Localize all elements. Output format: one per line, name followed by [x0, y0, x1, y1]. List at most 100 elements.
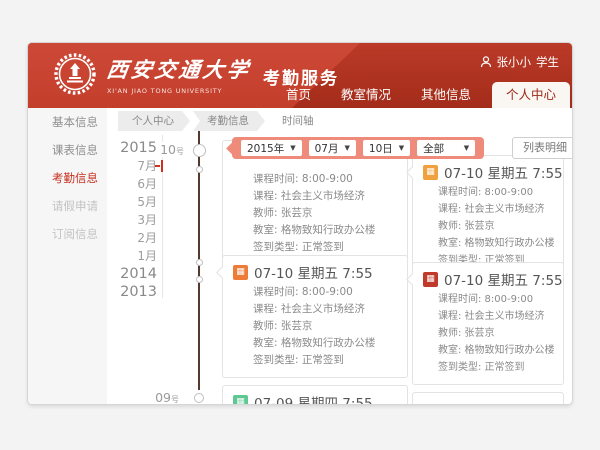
card-field: 教师: 张芸京 [438, 328, 495, 339]
chevron-down-icon: ▼ [398, 144, 405, 152]
current-month-marker-dash [155, 165, 160, 167]
user-menu[interactable]: 张小小 学生 [480, 54, 559, 70]
attendance-card[interactable]: ▦ 07-10 星期五 7:55 课程时间: 8:00-9:00 课程: 社会主义… [412, 262, 564, 385]
chevron-down-icon: ▼ [463, 144, 470, 152]
card-field: 课程时间: 8:00-9:00 [438, 294, 534, 305]
list-detail-button[interactable]: 列表明细 [512, 137, 572, 159]
year-dropdown-value: 2015年 [247, 142, 285, 155]
sidebar-item-schedule-info[interactable]: 课表信息 [52, 143, 98, 157]
card-field: 课程时间: 8:00-9:00 [253, 173, 353, 185]
breadcrumb-timeline[interactable]: 时间轴 [268, 111, 330, 131]
card-field: 教室: 格物致知行政办公楼 [253, 224, 376, 236]
calendar-grid-icon: ▦ [233, 394, 248, 404]
app-header: 西安交通大学 XI'AN JIAO TONG UNIVERSITY 考勤服务 张… [28, 43, 572, 108]
timeline-node [196, 259, 203, 266]
sidebar-item-subscription-info[interactable]: 订阅信息 [52, 227, 98, 241]
card-field: 课程: 社会主义市场经济 [253, 190, 365, 202]
card-title: ▦ 07-09 星期四 7:55 [233, 392, 397, 404]
user-name: 张小小 [496, 55, 532, 69]
card-field: 课程: 社会主义市场经济 [253, 303, 365, 315]
attendance-card[interactable]: ▦ 07-10 星期五 7:55 课程时间: 8:00-9:00 课程: 社会主义… [412, 155, 564, 278]
card-fields: 课程时间: 8:00-9:00 课程: 社会主义市场经济 教师: 张芸京教室: 格物… [423, 184, 555, 269]
card-field: 教师: 张芸京 [253, 320, 313, 332]
app-window: 西安交通大学 XI'AN JIAO TONG UNIVERSITY 考勤服务 张… [28, 43, 572, 404]
card-field: 课程时间: 8:00-9:00 [253, 286, 353, 298]
card-fields: 课程时间: 8:00-9:00 课程: 社会主义市场经济 教师: 张芸京教室: 格物… [423, 291, 555, 376]
card-field: 教室: 格物致知行政办公楼 [438, 345, 555, 356]
attendance-card[interactable]: ▦ 07-09 星期四 7:55 [222, 385, 408, 404]
card-field: 课程: 社会主义市场经济 [438, 204, 545, 215]
main-nav: 首页 教室情况 其他信息 个人中心 [271, 82, 570, 108]
sidebar-item-basic-info[interactable]: 基本信息 [52, 115, 98, 129]
card-field: 教室: 格物致知行政办公楼 [253, 337, 376, 349]
calendar-grid-icon: ▦ [233, 264, 248, 280]
card-title-text: 07-10 星期五 7:55 [444, 273, 563, 289]
timeline-month[interactable]: 2月 [137, 231, 157, 245]
card-title-text: 07-10 星期五 7:55 [254, 266, 373, 282]
nav-personal-center-active[interactable]: 个人中心 [491, 82, 570, 108]
card-field: 签到类型: 正常签到 [438, 362, 525, 373]
card-field: 教师: 张芸京 [438, 221, 495, 232]
timeline-node [194, 393, 204, 403]
card-title-text: 07-09 星期四 7:55 [254, 396, 373, 404]
user-role: 学生 [536, 55, 559, 69]
timeline-month[interactable]: 7月 [137, 159, 157, 173]
card-field: 教室: 格物致知行政办公楼 [438, 238, 555, 249]
timeline-node-current [193, 144, 206, 157]
card-fields: 课程时间: 8:00-9:00 课程: 社会主义市场经济 教师: 张芸京教室: 格物… [233, 284, 397, 369]
timeline-year[interactable]: 2014 [120, 266, 157, 282]
card-field: 签到类型: 正常签到 [438, 255, 525, 266]
user-icon [480, 56, 491, 68]
calendar-grid-icon: ▦ [423, 164, 438, 180]
card-title: ▦ 07-10 星期五 7:55 [423, 162, 563, 182]
card-fields: 课程时间: 8:00-9:00 课程: 社会主义市场经济 教师: 张芸京教室: 格物… [233, 171, 397, 256]
sidebar: 基本信息 课表信息 考勤信息 请假申请 订阅信息 [28, 108, 107, 404]
timeline-year[interactable]: 2013 [120, 284, 157, 300]
card-field: 课程时间: 8:00-9:00 [438, 187, 534, 198]
nav-home[interactable]: 首页 [285, 87, 311, 102]
month-dropdown[interactable]: 07月 ▼ [308, 140, 356, 156]
type-dropdown-value: 全部 [423, 142, 445, 155]
nav-other-info[interactable]: 其他信息 [420, 87, 471, 102]
type-dropdown[interactable]: 全部 ▼ [417, 140, 476, 156]
timeline-year[interactable]: 2015 [120, 140, 157, 156]
timeline-month[interactable]: 1月 [137, 249, 157, 263]
card-field: 课程: 社会主义市场经济 [438, 311, 545, 322]
timeline-node [196, 166, 203, 173]
calendar-grid-icon: ▦ [423, 271, 438, 287]
timeline-month[interactable]: 5月 [137, 195, 157, 209]
day-marker-10: 10号 [158, 142, 184, 157]
year-list-separator [162, 135, 163, 298]
university-logo-icon [54, 53, 96, 95]
card-field: 教师: 张芸京 [253, 207, 313, 219]
card-title-text: 07-10 星期五 7:55 [444, 166, 563, 182]
timeline-month[interactable]: 3月 [137, 213, 157, 227]
card-title: ▦ 07-10 星期五 7:55 [423, 269, 563, 289]
app-title: 考勤服务 [263, 68, 339, 89]
breadcrumb-personal-center[interactable]: 个人中心 [118, 111, 190, 131]
attendance-card[interactable] [412, 392, 564, 404]
nav-classrooms[interactable]: 教室情况 [340, 87, 391, 102]
timeline-node [196, 276, 203, 283]
breadcrumb-attendance-info[interactable]: 考勤信息 [193, 111, 265, 131]
year-dropdown[interactable]: 2015年 ▼ [241, 140, 302, 156]
timeline-month[interactable]: 6月 [137, 177, 157, 191]
breadcrumb: 个人中心 考勤信息 时间轴 [118, 111, 330, 131]
chevron-down-icon: ▼ [290, 144, 296, 152]
chevron-down-icon: ▼ [344, 144, 350, 152]
day-dropdown-value: 10日 [368, 142, 393, 155]
card-field: 签到类型: 正常签到 [253, 241, 344, 253]
brand: 西安交通大学 XI'AN JIAO TONG UNIVERSITY 考勤服务 [52, 51, 339, 97]
timeline-year-list: 2015 7月 6月 5月 3月 2月 1月 2014 2013 [113, 139, 157, 301]
day-dropdown[interactable]: 10日 ▼ [362, 140, 411, 156]
date-filter-bar: 2015年 ▼ 07月 ▼ 10日 ▼ 全部 ▼ [232, 137, 485, 159]
card-field: 签到类型: 正常签到 [253, 354, 344, 366]
attendance-card[interactable]: ▦ 07-10 星期五 7:55 课程时间: 8:00-9:00 课程: 社会主义… [222, 255, 408, 378]
sidebar-item-attendance-info[interactable]: 考勤信息 [52, 171, 98, 185]
card-title: ▦ 07-10 星期五 7:55 [233, 262, 397, 282]
university-name-en: XI'AN JIAO TONG UNIVERSITY [107, 86, 223, 95]
university-name: 西安交通大学 XI'AN JIAO TONG UNIVERSITY [105, 54, 253, 95]
day-marker-09: 09号 [153, 390, 179, 404]
sidebar-item-leave-request[interactable]: 请假申请 [52, 199, 98, 213]
university-name-zh: 西安交通大学 [105, 57, 253, 82]
